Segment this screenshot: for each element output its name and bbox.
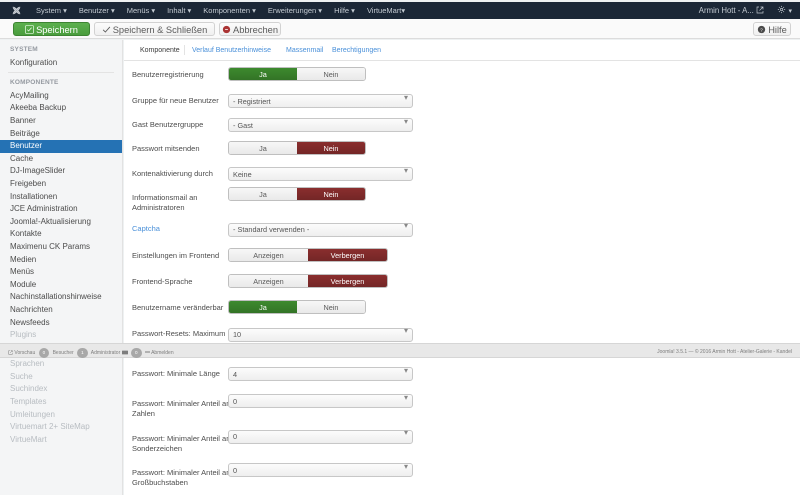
svg-text:?: ?: [760, 27, 763, 33]
